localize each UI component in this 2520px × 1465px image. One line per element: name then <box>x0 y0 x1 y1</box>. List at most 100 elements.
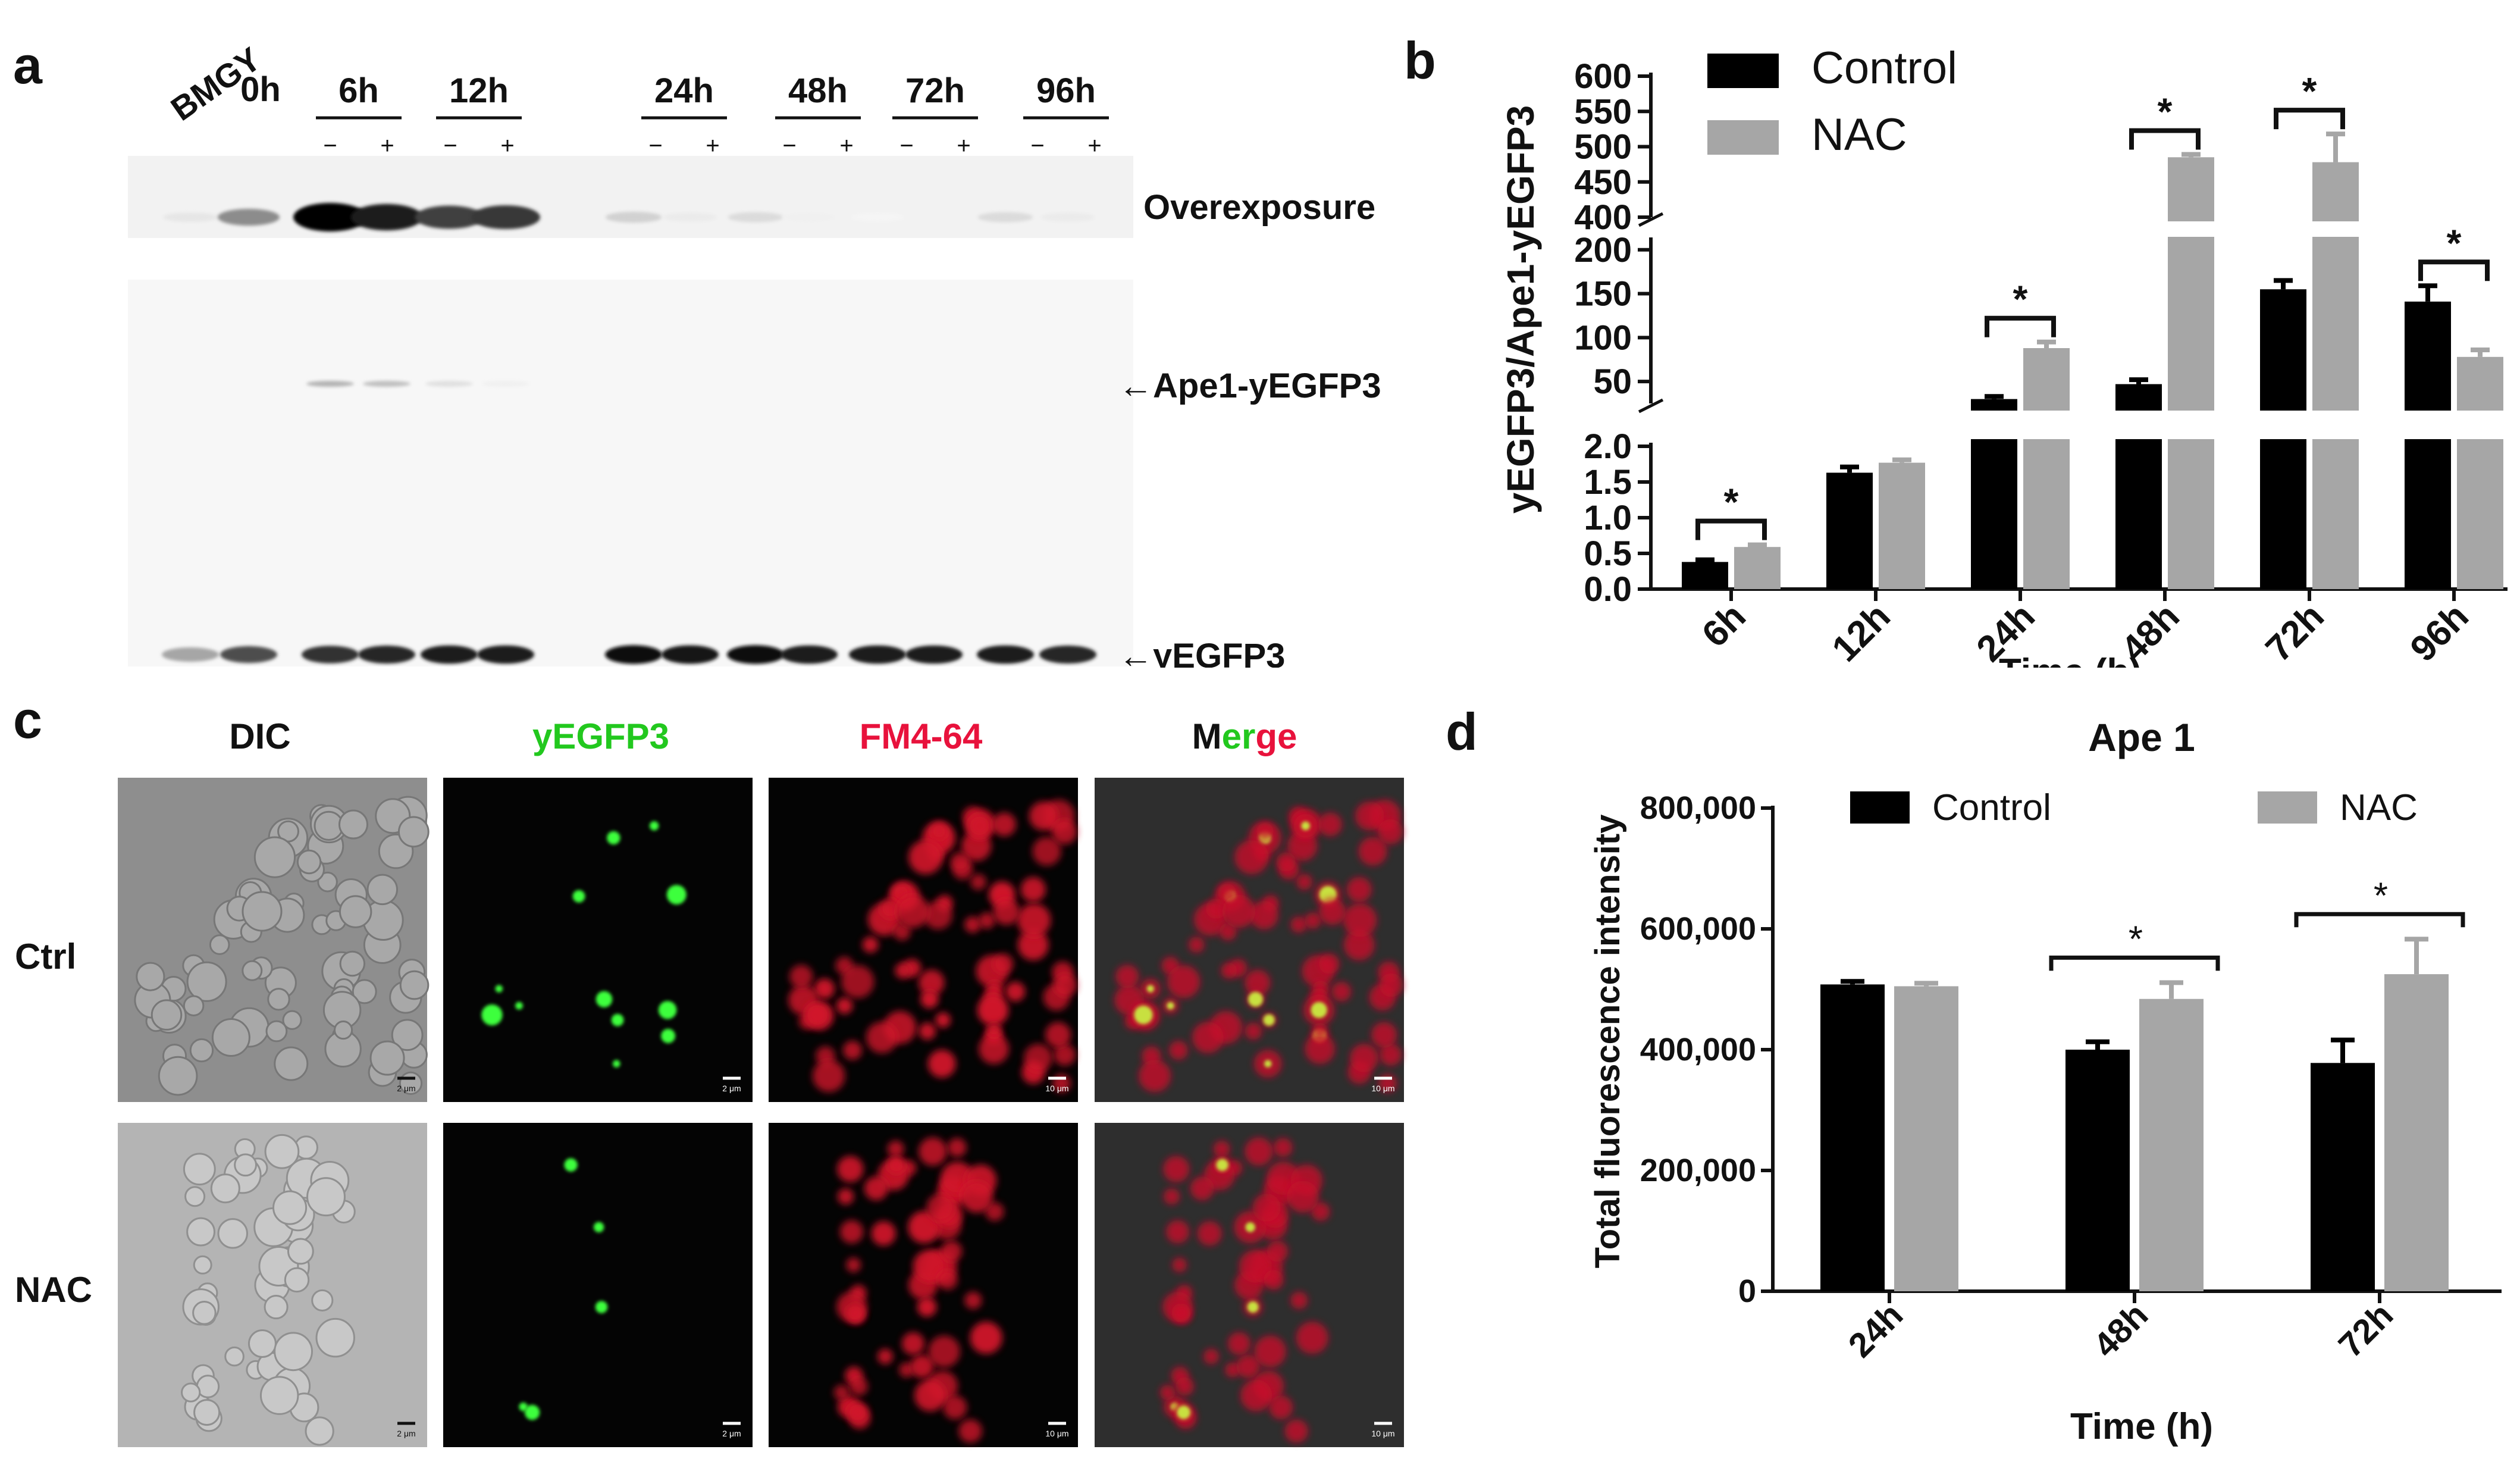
cell-red <box>924 901 952 929</box>
chart-b-significance-star: * <box>2158 90 2173 133</box>
cell-merge <box>1331 981 1352 1001</box>
cell <box>189 1038 214 1063</box>
cell-merge <box>1245 969 1271 996</box>
cell-merge <box>1343 903 1377 937</box>
band-ape1 <box>363 381 410 387</box>
cell <box>274 1046 309 1081</box>
cell-red <box>895 962 911 979</box>
cell-red <box>970 1322 1002 1354</box>
cell-merge-green <box>1264 1060 1272 1068</box>
chart-b-bar-control <box>2260 289 2306 589</box>
cell-red <box>877 1348 894 1364</box>
cell-green <box>658 1001 677 1019</box>
chart-d-x-tick-label: 72h <box>2331 1295 2401 1365</box>
cell-merge <box>1276 852 1296 872</box>
cell-merge <box>1234 840 1269 875</box>
band-overexposure <box>728 212 783 223</box>
cell-red <box>866 1022 898 1053</box>
band-overexposure <box>471 205 541 230</box>
cell-red <box>992 812 1016 837</box>
cell-merge-green <box>1311 1001 1327 1019</box>
band-overexposure <box>217 208 280 226</box>
cell <box>272 1190 308 1225</box>
cell-merge <box>1239 1250 1272 1283</box>
cell-red <box>789 965 813 988</box>
chart-d-significance-bracket <box>2294 912 2465 928</box>
band-yegfp3 <box>605 645 662 664</box>
cell-merge <box>1312 1022 1328 1038</box>
cell-merge <box>1380 1044 1402 1066</box>
chart-b-bar-nac <box>1734 547 1781 589</box>
cell-red <box>862 937 879 953</box>
label-ape1-yegfp3: ←Ape1-yEGFP3 <box>1118 367 1381 405</box>
chart-b-bar-control <box>1682 562 1728 589</box>
cell-red <box>836 997 853 1015</box>
chart-d-bar-control <box>1820 984 1885 1291</box>
chart-b: yEGFP3/Ape1-yEGFP3 0.00.51.01.52.0 50 100 1… <box>1499 43 2520 703</box>
cell <box>183 995 205 1016</box>
cell-red <box>899 1362 914 1378</box>
cell-red <box>928 1335 960 1367</box>
cell-red <box>833 1385 850 1401</box>
band-yegfp3 <box>1039 645 1096 664</box>
cell-merge <box>1222 894 1256 928</box>
band-overexposure <box>350 204 423 231</box>
cell-merge <box>1166 1220 1190 1244</box>
cell-red <box>919 1022 936 1040</box>
cell-red <box>914 1379 946 1411</box>
cell-green <box>564 1158 578 1172</box>
chart-b-break-gap <box>1822 221 1929 237</box>
chart-b-break-gap <box>2111 411 2218 439</box>
band-overexposure <box>851 213 904 221</box>
cell-green <box>572 890 585 903</box>
cell <box>181 1382 201 1403</box>
cell-red <box>979 912 995 929</box>
cell-merge-green <box>1263 1014 1275 1026</box>
chart-b-break-gap <box>2256 411 2363 439</box>
scale-bar-label: 10 μm <box>1371 1429 1394 1438</box>
cell-red <box>893 923 911 941</box>
cell-red <box>813 1060 845 1093</box>
lane-label-48h: 48h <box>788 71 848 110</box>
cell <box>259 1376 299 1415</box>
cell <box>193 1399 221 1426</box>
cell <box>338 895 372 928</box>
chart-b-break-gap <box>1967 221 2074 237</box>
cell-merge <box>1240 1379 1272 1411</box>
chart-b-bar-control <box>2405 301 2451 589</box>
lane-label-96h: 96h <box>1036 71 1096 110</box>
cell-merge <box>1290 1291 1308 1309</box>
cell-red <box>837 1188 854 1205</box>
chart-b-legend-label: Control <box>1811 43 1957 93</box>
scale-bar-label: 2 μm <box>722 1429 741 1438</box>
treatment-sign: + <box>706 133 719 159</box>
column-merge: Merge <box>1192 716 1297 756</box>
chart-b-significance: * * * * * <box>1695 70 2490 540</box>
cell-red <box>887 1156 905 1174</box>
cell <box>211 1018 250 1057</box>
cell <box>217 1218 248 1249</box>
cell-green <box>519 1403 528 1411</box>
treatment-sign: − <box>443 133 457 159</box>
chart-b-y-tick-label: 0.5 <box>1584 534 1632 573</box>
treatment-sign: + <box>839 133 853 159</box>
panel-letter-c: c <box>13 690 42 749</box>
chart-b-legend-label: NAC <box>1811 109 1907 160</box>
cell-merge <box>1175 1377 1194 1396</box>
cell-red <box>930 822 948 840</box>
cell-red <box>1032 837 1061 866</box>
cell <box>151 999 183 1031</box>
band-yegfp3 <box>905 645 963 664</box>
chart-b-significance-bracket <box>2274 108 2345 130</box>
scale-bar-label: 10 μm <box>1045 1429 1068 1438</box>
chart-b-bar-nac <box>2023 348 2070 589</box>
cell-merge-green <box>1167 1001 1174 1010</box>
chart-d-bar-nac <box>2139 998 2204 1291</box>
cell-merge <box>1172 1257 1187 1273</box>
cell-merge <box>1318 812 1342 837</box>
cell-merge <box>1188 937 1205 953</box>
chart-b-legend-swatch <box>1707 120 1779 155</box>
cell-red <box>926 1194 955 1222</box>
